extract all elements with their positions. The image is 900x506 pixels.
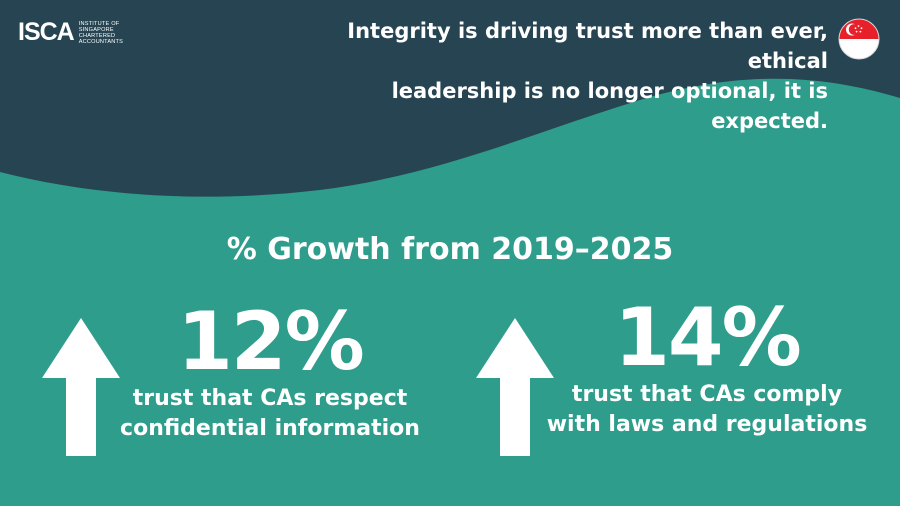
headline-line: Integrity is driving trust more than eve…: [347, 19, 828, 73]
up-arrow-icon: [476, 318, 554, 456]
headline-line: leadership is no longer optional, it is …: [391, 79, 828, 133]
stat-description-line: confidential information: [120, 416, 420, 441]
stat-description: trust that CAs respect confidential info…: [120, 384, 420, 444]
stat-value: 12%: [177, 295, 364, 388]
stat-confidentiality: 12% trust that CAs respect confidential …: [120, 300, 420, 444]
logo-text-line: SINGAPORE: [78, 26, 114, 33]
logo-text-line: INSTITUTE OF: [78, 20, 120, 27]
stat-value: 14%: [614, 291, 801, 384]
logo-text-line: CHARTERED: [78, 32, 116, 39]
singapore-flag-icon: [838, 18, 880, 60]
stat-description-line: with laws and regulations: [546, 412, 868, 437]
up-arrow-icon: [42, 318, 120, 456]
logo-text: INSTITUTE OF SINGAPORE CHARTERED ACCOUNT…: [79, 21, 123, 45]
stat-compliance: 14% trust that CAs comply with laws and …: [542, 296, 872, 440]
isca-logo: ISCA INSTITUTE OF SINGAPORE CHARTERED AC…: [18, 20, 123, 45]
stat-description-line: trust that CAs respect: [132, 386, 408, 411]
section-title: % Growth from 2019–2025: [226, 232, 674, 267]
logo-text-line: ACCOUNTANTS: [78, 38, 124, 45]
logo-mark: ISCA: [18, 18, 75, 46]
stat-description-line: trust that CAs comply: [571, 382, 843, 407]
stat-description: trust that CAs comply with laws and regu…: [542, 380, 872, 440]
headline: Integrity is driving trust more than eve…: [268, 16, 828, 136]
